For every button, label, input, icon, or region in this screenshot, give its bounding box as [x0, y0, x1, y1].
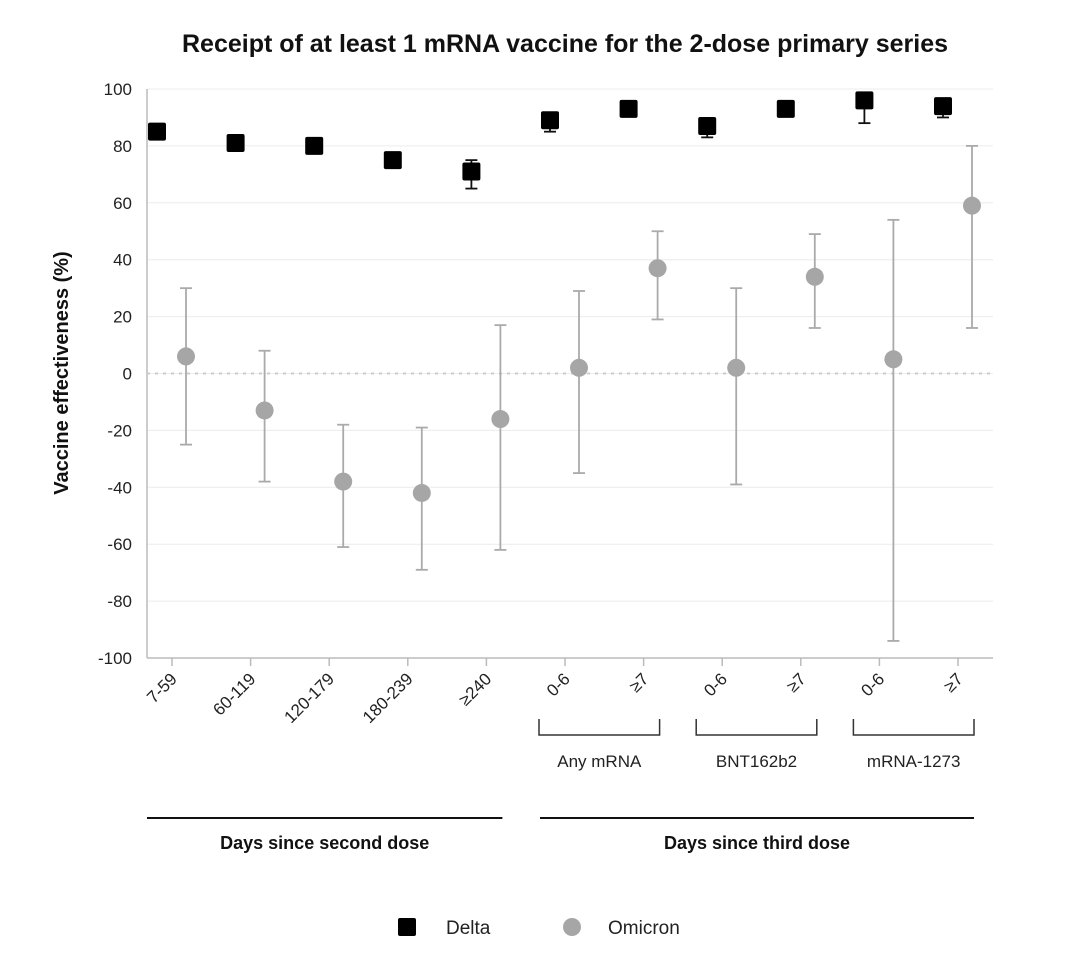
- chart-title: Receipt of at least 1 mRNA vaccine for t…: [182, 30, 948, 58]
- x-tick-label: 60-119: [209, 669, 259, 719]
- x-tick-label: 120-179: [280, 669, 338, 727]
- x-tick-label: 7-59: [143, 669, 180, 706]
- omicron-point: [491, 410, 510, 429]
- y-tick-label: -60: [107, 535, 132, 554]
- group-label: BNT162b2: [716, 752, 797, 771]
- omicron-point: [963, 196, 981, 215]
- omicron-point: [727, 358, 746, 377]
- delta-point: [305, 136, 324, 155]
- y-tick-label: 0: [123, 365, 132, 384]
- x-tick-label: 0-6: [857, 669, 888, 700]
- omicron-point: [177, 347, 195, 366]
- delta-point: [226, 134, 245, 153]
- delta-point: [541, 111, 559, 130]
- x-tick-label: ≥240: [455, 669, 495, 709]
- group-bracket: [538, 719, 661, 736]
- delta-point: [148, 122, 166, 141]
- omicron-legend-label: Omicron: [608, 918, 680, 939]
- section-label: Days since second dose: [220, 833, 429, 853]
- delta-point: [776, 99, 795, 118]
- y-tick-label: -100: [98, 649, 132, 668]
- omicron-point: [805, 267, 824, 286]
- delta-point: [855, 91, 874, 110]
- y-tick-label: 40: [113, 251, 132, 270]
- omicron-point: [648, 259, 667, 278]
- delta-point: [934, 97, 952, 116]
- x-tick-label: ≥7: [783, 669, 810, 696]
- omicron-point: [412, 483, 431, 502]
- y-tick-label: 80: [113, 137, 132, 156]
- x-tick-label: ≥7: [940, 669, 967, 696]
- y-tick-label: 60: [113, 194, 132, 213]
- y-tick-label: -20: [107, 421, 132, 440]
- x-tick-label: 0-6: [700, 669, 731, 700]
- group-bracket: [852, 719, 975, 736]
- y-tick-label: -80: [107, 592, 132, 611]
- omicron-point: [884, 350, 903, 369]
- section-label: Days since third dose: [664, 833, 850, 853]
- delta-point: [383, 151, 402, 170]
- delta-legend-label: Delta: [446, 918, 491, 939]
- omicron-point: [255, 401, 274, 420]
- y-tick-label: -40: [107, 478, 132, 497]
- y-tick-label: 20: [113, 308, 132, 327]
- x-tick-label: ≥7: [626, 669, 653, 696]
- x-tick-label: 180-239: [359, 669, 417, 727]
- y-tick-label: 100: [104, 80, 132, 99]
- delta-point: [619, 99, 638, 118]
- group-label: Any mRNA: [557, 752, 642, 771]
- group-label: mRNA-1273: [867, 752, 961, 771]
- omicron-point: [334, 472, 353, 491]
- delta-point: [462, 162, 481, 181]
- group-bracket: [695, 719, 818, 736]
- delta-point: [698, 116, 717, 135]
- y-axis-label: Vaccine effectiveness (%): [51, 251, 73, 494]
- omicron-point: [570, 358, 588, 377]
- x-tick-label: 0-6: [543, 669, 574, 700]
- omicron-legend-marker: [563, 918, 581, 936]
- delta-legend-marker: [398, 918, 416, 936]
